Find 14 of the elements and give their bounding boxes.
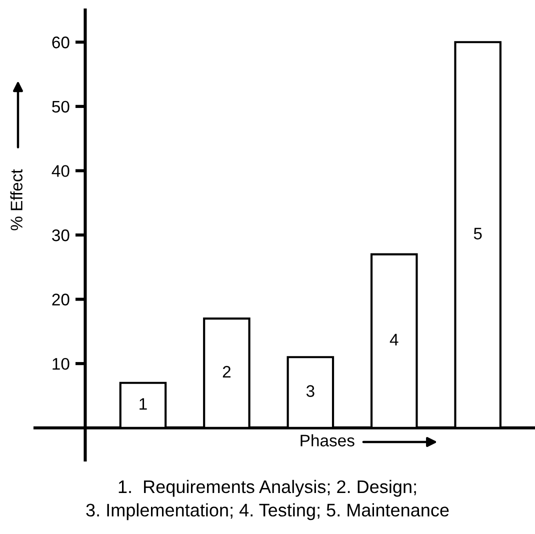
- y-axis-title: % Effect: [10, 169, 22, 230]
- y-tick-label: 20: [52, 294, 70, 306]
- y-tick-label: 40: [52, 165, 70, 177]
- x-axis-title: Phases: [300, 434, 354, 446]
- y-tick-label: 10: [52, 358, 70, 370]
- x-tick-label: 2: [222, 366, 230, 378]
- y-tick-label: 50: [52, 100, 70, 113]
- y-tick-label: 60: [52, 36, 70, 48]
- y-tick-label: 30: [52, 229, 70, 242]
- x-tick-label: 1: [140, 398, 147, 410]
- x-tick-label: 5: [474, 228, 482, 240]
- text: 1. Requirements Analysis; 2. Design; 3. Implementation; 4. Testing; 5. Maintenance: [86, 480, 449, 520]
- x-tick-label: 3: [306, 385, 314, 397]
- x-tick-label: 4: [390, 334, 398, 346]
